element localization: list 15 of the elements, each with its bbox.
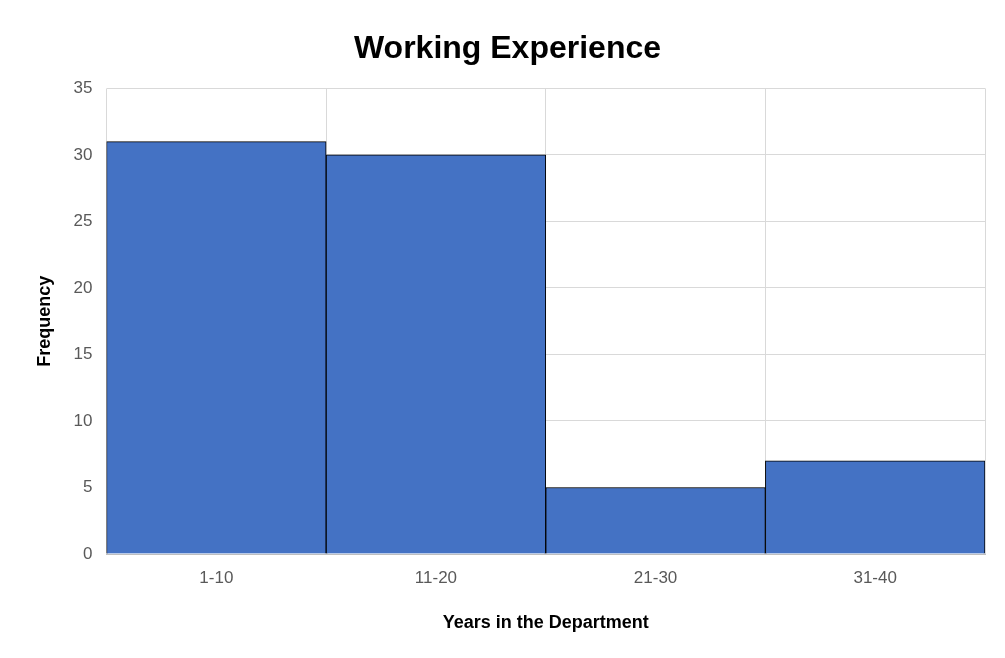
- x-tick-label: 11-20: [414, 567, 458, 587]
- x-tick-label: 1-10: [199, 567, 234, 587]
- chart-title: Working Experience: [353, 29, 662, 66]
- y-tick-label: 30: [73, 144, 93, 164]
- y-tick-label: 10: [73, 410, 93, 430]
- x-tick-label: 21-30: [633, 567, 678, 587]
- y-tick-label: 5: [83, 477, 93, 497]
- y-tick-label: 0: [83, 543, 93, 563]
- y-tick-label: 35: [73, 78, 93, 98]
- x-tick-label: 31-40: [853, 567, 897, 587]
- y-axis-title: Frequency: [33, 275, 54, 367]
- y-tick-label: 20: [73, 277, 93, 297]
- x-axis-title: Years in the Department: [442, 612, 649, 633]
- y-tick-label: 15: [73, 344, 93, 364]
- y-tick-label: 25: [73, 211, 93, 231]
